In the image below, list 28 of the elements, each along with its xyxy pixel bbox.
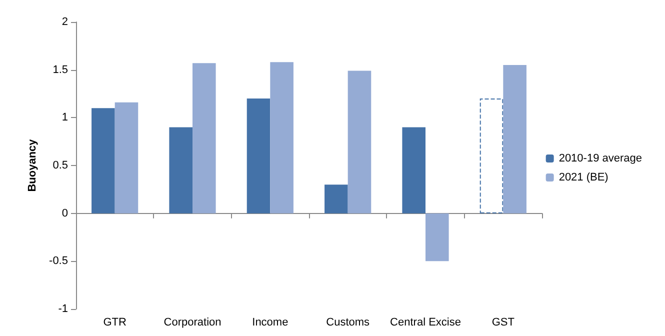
y-tick-label: 1.5 bbox=[52, 64, 68, 76]
y-tick-label: 0 bbox=[62, 207, 68, 220]
bar bbox=[503, 65, 526, 214]
x-tick-label: GST bbox=[492, 316, 515, 328]
y-tick-label: -0.5 bbox=[49, 255, 68, 268]
bar bbox=[348, 70, 372, 214]
bar bbox=[270, 62, 294, 214]
x-tick-label: Customs bbox=[326, 316, 370, 328]
y-tick-label: 1 bbox=[62, 112, 68, 124]
x-tick-label: GTR bbox=[103, 316, 126, 328]
bar bbox=[426, 213, 449, 262]
bar bbox=[92, 108, 115, 214]
x-tick-label: Income bbox=[252, 316, 288, 328]
bar bbox=[114, 102, 138, 214]
x-tick-label: Central Excise bbox=[390, 316, 461, 328]
bar bbox=[169, 127, 192, 214]
bar bbox=[480, 98, 504, 214]
legend-label: 2010-19 average bbox=[558, 152, 642, 164]
bar bbox=[246, 98, 270, 214]
y-tick-label: 0.5 bbox=[52, 160, 68, 172]
y-tick-label: 2 bbox=[62, 16, 68, 28]
x-tick-label: Corporation bbox=[164, 316, 222, 328]
bar bbox=[402, 127, 426, 214]
y-tick-label: -1 bbox=[58, 303, 68, 315]
bar bbox=[192, 63, 216, 214]
bar bbox=[324, 184, 348, 214]
y-axis-title: Buoyancy bbox=[26, 138, 38, 192]
legend-label: 2021 (BE) bbox=[558, 172, 608, 184]
